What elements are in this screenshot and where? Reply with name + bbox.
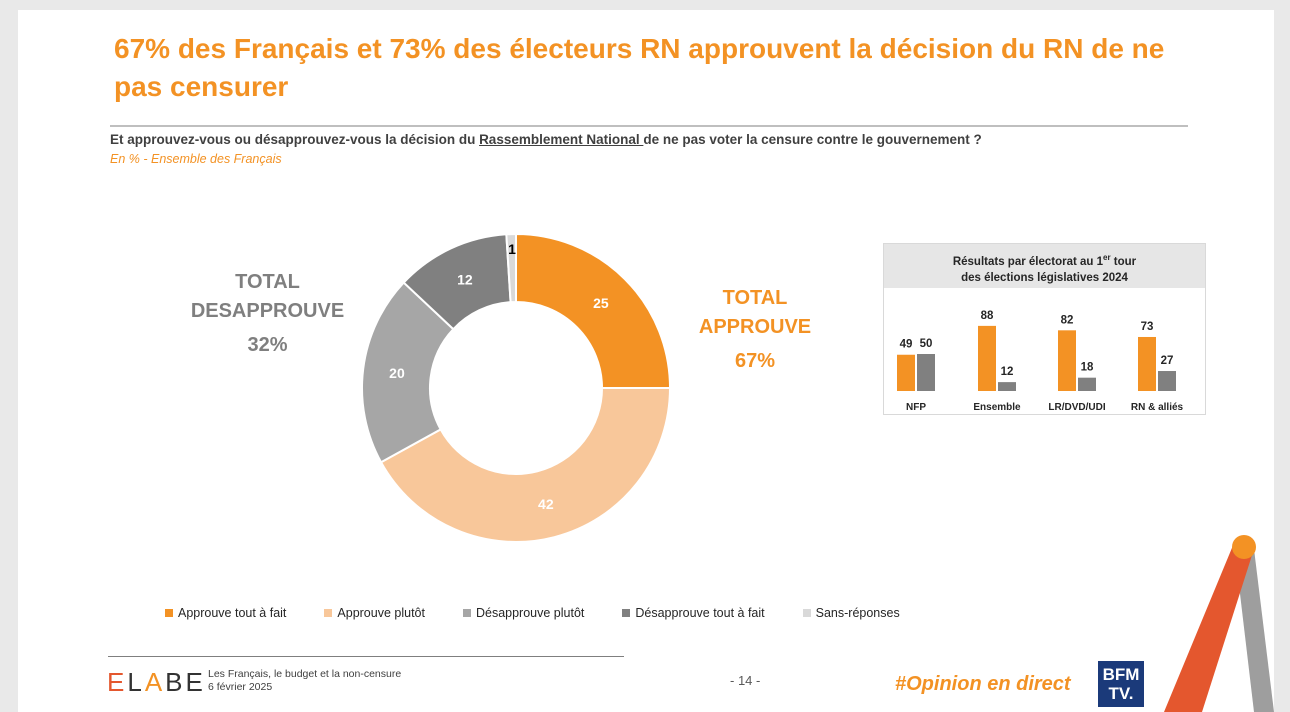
legend-item: Désapprouve plutôt (462, 606, 585, 620)
bar (1078, 377, 1096, 391)
legend-item: Désapprouve tout à fait (622, 606, 765, 620)
bar-chart-title-sup: er (1103, 253, 1111, 262)
bfm-tv-logo: BFM TV. (1098, 661, 1144, 707)
footer-line2: 6 février 2025 (208, 681, 273, 693)
donut-slice (505, 232, 517, 304)
page-number: - 14 - (730, 673, 761, 688)
bar (1138, 336, 1156, 391)
bar-value-label: 82 (1061, 314, 1074, 326)
title-divider (110, 125, 1188, 127)
donut-slice-label: 1 (508, 241, 516, 257)
bar-value-label: 49 (900, 339, 913, 351)
hashtag: #Opinion en direct (895, 673, 1071, 695)
legend-label: Approuve tout à fait (178, 606, 287, 620)
bar-category-label: NFP (906, 402, 926, 413)
bar (897, 354, 915, 391)
bar-value-label: 12 (1001, 366, 1014, 378)
footer-line1: Les Français, le budget et la non-censur… (208, 668, 402, 680)
question-text-underlined: Rassemblement National (479, 132, 644, 147)
footer-divider (108, 656, 624, 657)
donut-slice-label: 25 (593, 295, 609, 311)
bar-chart-plot: 49 50 NFP 88 12 Ensemble 82 18 LR/DVD/UDI 73 27 RN … (897, 310, 1184, 413)
bar (978, 325, 996, 391)
donut-slice (515, 232, 672, 389)
donut-slice-label: 20 (389, 365, 405, 381)
legend-item: Approuve plutôt (324, 606, 425, 620)
chart-subtitle: En % - Ensemble des Français (110, 152, 282, 166)
legend-label: Désapprouve plutôt (475, 606, 585, 620)
question-text-end: de ne pas voter la censure contre le gou… (643, 132, 982, 147)
bar-value-label: 50 (920, 338, 933, 350)
bar-category-label: LR/DVD/UDI (1048, 402, 1105, 413)
bar-value-label: 27 (1161, 355, 1174, 367)
corner-logo-mark (1164, 535, 1274, 712)
donut-slice-label: 42 (538, 496, 554, 512)
bar-chart-title-line1-end: tour (1110, 255, 1137, 268)
bar (1058, 330, 1076, 391)
legend-item: Approuve tout à fait (165, 606, 286, 620)
legend-swatch (622, 609, 631, 617)
bar-chart-title-line1: Résultats par électorat au 1 (952, 255, 1104, 268)
legend-swatch (462, 609, 471, 617)
total-disapprove-value: 32% (247, 334, 288, 356)
total-approve-text: TOTAL APPROUVE (698, 287, 812, 338)
footer-info: Les Français, le budget et la non-censur… (208, 668, 401, 694)
bar-category-label: RN & alliés (1131, 402, 1184, 413)
electorate-bar-chart: Résultats par électorat au 1er tour des … (883, 243, 1206, 415)
legend-item: Sans-réponses (802, 606, 900, 620)
donut-legend: Approuve tout à fait Approuve plutôt Désap… (165, 604, 938, 622)
legend-swatch (802, 609, 811, 617)
bar-chart-title-line2: des élections législatives 2024 (961, 271, 1128, 284)
bar (998, 382, 1016, 391)
donut-slice-label: 12 (457, 271, 473, 287)
survey-question: Et approuvez-vous ou désapprouvez-vous l… (110, 132, 982, 147)
elabe-logo: ELABE (107, 667, 206, 697)
legend-swatch (324, 609, 333, 617)
legend-swatch (165, 609, 173, 617)
total-approve-label: TOTAL APPROUVE 67% (680, 284, 830, 376)
bar-value-label: 88 (981, 310, 994, 322)
bar-chart-title: Résultats par électorat au 1er tour des … (884, 244, 1205, 288)
total-approve-value: 67% (734, 350, 776, 372)
bar (917, 354, 935, 391)
total-disapprove-label: TOTAL DESAPPROUVE 32% (175, 268, 360, 360)
donut-slice (361, 281, 455, 464)
legend-label: Approuve plutôt (337, 606, 425, 620)
legend-label: Désapprouve tout à fait (635, 606, 765, 620)
bar-value-label: 18 (1081, 362, 1094, 374)
bar (1158, 371, 1176, 391)
page-title: 67% des Français et 73% des électeurs RN… (114, 33, 1165, 102)
legend-label: Sans-réponses (815, 606, 900, 620)
question-text-start: Et approuvez-vous ou désapprouvez-vous l… (110, 132, 480, 147)
total-disapprove-text: TOTAL DESAPPROUVE (190, 271, 345, 322)
donut-slice (379, 387, 672, 543)
bar-category-label: Ensemble (973, 402, 1021, 413)
bar-value-label: 73 (1141, 321, 1154, 333)
